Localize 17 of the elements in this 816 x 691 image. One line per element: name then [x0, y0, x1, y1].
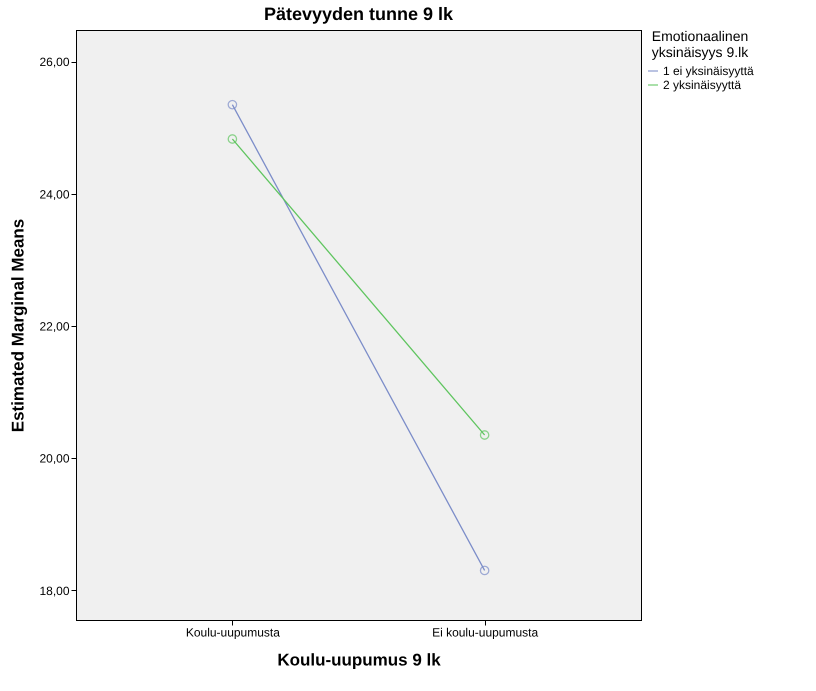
- point: [228, 134, 238, 144]
- point: [480, 430, 490, 440]
- y-tick-label: 26,00: [39, 55, 70, 70]
- x-axis-title: Koulu-uupumus 9 lk: [277, 650, 442, 670]
- y-tick-label: 18,00: [39, 584, 70, 598]
- x-tick-label: Koulu-uupumusta: [186, 626, 280, 640]
- y-tick-label: 20,00: [39, 452, 70, 466]
- y-axis-title: Estimated Marginal Means: [8, 218, 28, 432]
- point: [228, 100, 238, 110]
- y-tick-label: 24,00: [39, 187, 70, 202]
- chart-title: Pätevyyden tunne 9 lk: [264, 4, 454, 24]
- x-tick-label: Ei koulu-uupumusta: [432, 626, 538, 640]
- legend-label: 1 ei yksinäisyyttä: [663, 64, 754, 78]
- legend-label: 2 yksinäisyyttä: [663, 78, 742, 92]
- y-tick-label: 22,00: [39, 319, 70, 334]
- legend-title: Emotionaalinen yksinäisyys 9.lk: [652, 28, 750, 60]
- point: [480, 566, 490, 576]
